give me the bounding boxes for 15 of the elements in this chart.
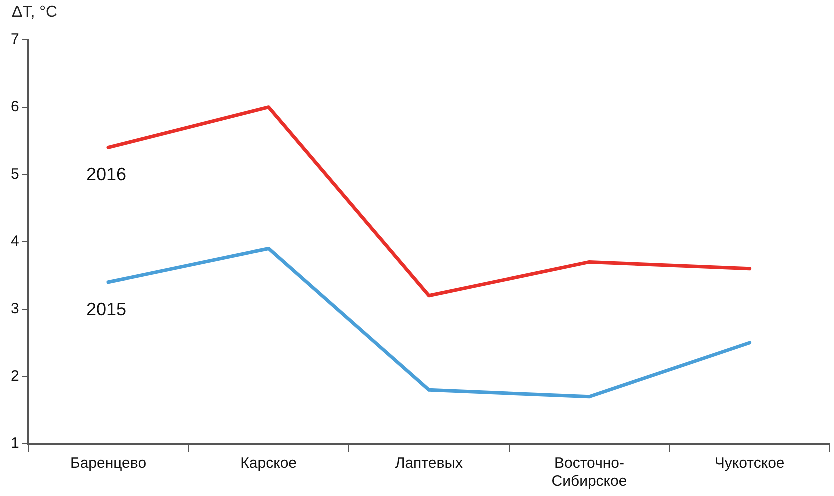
y-tick-label: 3 xyxy=(11,300,20,318)
x-tick-label: Чукотское xyxy=(714,455,785,472)
x-tick-label: Восточно-Сибирское xyxy=(552,455,628,490)
y-tick-label: 4 xyxy=(11,233,20,250)
y-tick-label: 6 xyxy=(11,98,20,116)
y-tick-label: 1 xyxy=(11,435,20,452)
x-tick-label: Карское xyxy=(240,455,298,472)
y-tick-label: 2 xyxy=(11,368,20,385)
y-tick-label: 7 xyxy=(11,31,20,48)
series-label: 2016 xyxy=(86,164,127,185)
x-tick-label: Лаптевых xyxy=(395,455,464,472)
y-axis-title: ΔT, °C xyxy=(12,4,58,22)
series-label: 2015 xyxy=(86,299,127,320)
x-tick-label: Баренцево xyxy=(70,455,147,472)
y-tick-label: 5 xyxy=(11,166,20,183)
